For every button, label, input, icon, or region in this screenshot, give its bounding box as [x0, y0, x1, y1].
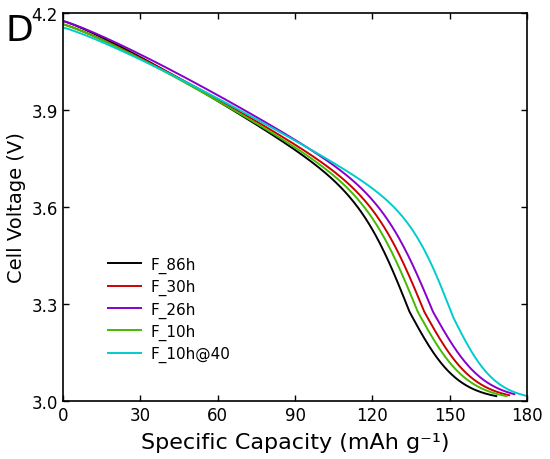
F_26h — [326, 160, 332, 165]
F_30h — [395, 252, 402, 257]
F_30h — [139, 57, 145, 62]
Line: F_10h@40: F_10h@40 — [63, 28, 527, 396]
F_86h — [59, 19, 66, 25]
Text: D: D — [6, 14, 33, 48]
Legend: F_86h, F_30h, F_26h, F_10h, F_10h@40: F_86h, F_30h, F_26h, F_10h, F_10h@40 — [108, 257, 230, 363]
Line: F_26h: F_26h — [63, 22, 514, 394]
F_10h — [503, 393, 510, 399]
Y-axis label: Cell Voltage (V): Cell Voltage (V) — [7, 132, 26, 283]
F_10h@40 — [59, 26, 66, 31]
Line: F_86h: F_86h — [63, 22, 496, 396]
F_86h — [386, 260, 393, 266]
F_30h — [261, 124, 268, 130]
F_86h — [315, 165, 322, 170]
F_30h — [506, 392, 513, 398]
F_10h@40 — [142, 60, 148, 65]
F_26h — [59, 19, 66, 25]
F_26h — [175, 73, 182, 78]
F_30h — [59, 22, 66, 28]
F_10h — [394, 261, 400, 266]
Line: F_30h: F_30h — [63, 25, 509, 395]
F_30h — [358, 194, 364, 200]
F_10h@40 — [370, 187, 376, 192]
F_10h@40 — [270, 126, 276, 132]
F_30h — [323, 163, 329, 169]
F_30h — [174, 75, 181, 81]
F_10h@40 — [333, 162, 340, 168]
F_86h — [256, 124, 262, 130]
F_10h — [260, 126, 267, 131]
F_10h — [321, 166, 328, 172]
F_26h — [361, 189, 367, 195]
F_10h@40 — [524, 393, 531, 399]
F_26h — [399, 243, 406, 248]
F_86h — [171, 74, 178, 79]
F_86h — [493, 393, 499, 399]
F_26h — [140, 54, 146, 59]
F_10h — [174, 76, 180, 82]
F_10h — [356, 199, 362, 204]
F_10h@40 — [179, 78, 185, 84]
Line: F_10h: F_10h — [63, 25, 507, 396]
F_26h — [264, 121, 271, 127]
F_10h@40 — [409, 228, 416, 233]
F_86h — [349, 198, 356, 203]
X-axis label: Specific Capacity (mAh g⁻¹): Specific Capacity (mAh g⁻¹) — [141, 432, 449, 452]
F_10h — [59, 22, 66, 28]
F_86h — [136, 55, 143, 60]
F_10h — [138, 57, 145, 63]
F_26h — [511, 392, 518, 397]
